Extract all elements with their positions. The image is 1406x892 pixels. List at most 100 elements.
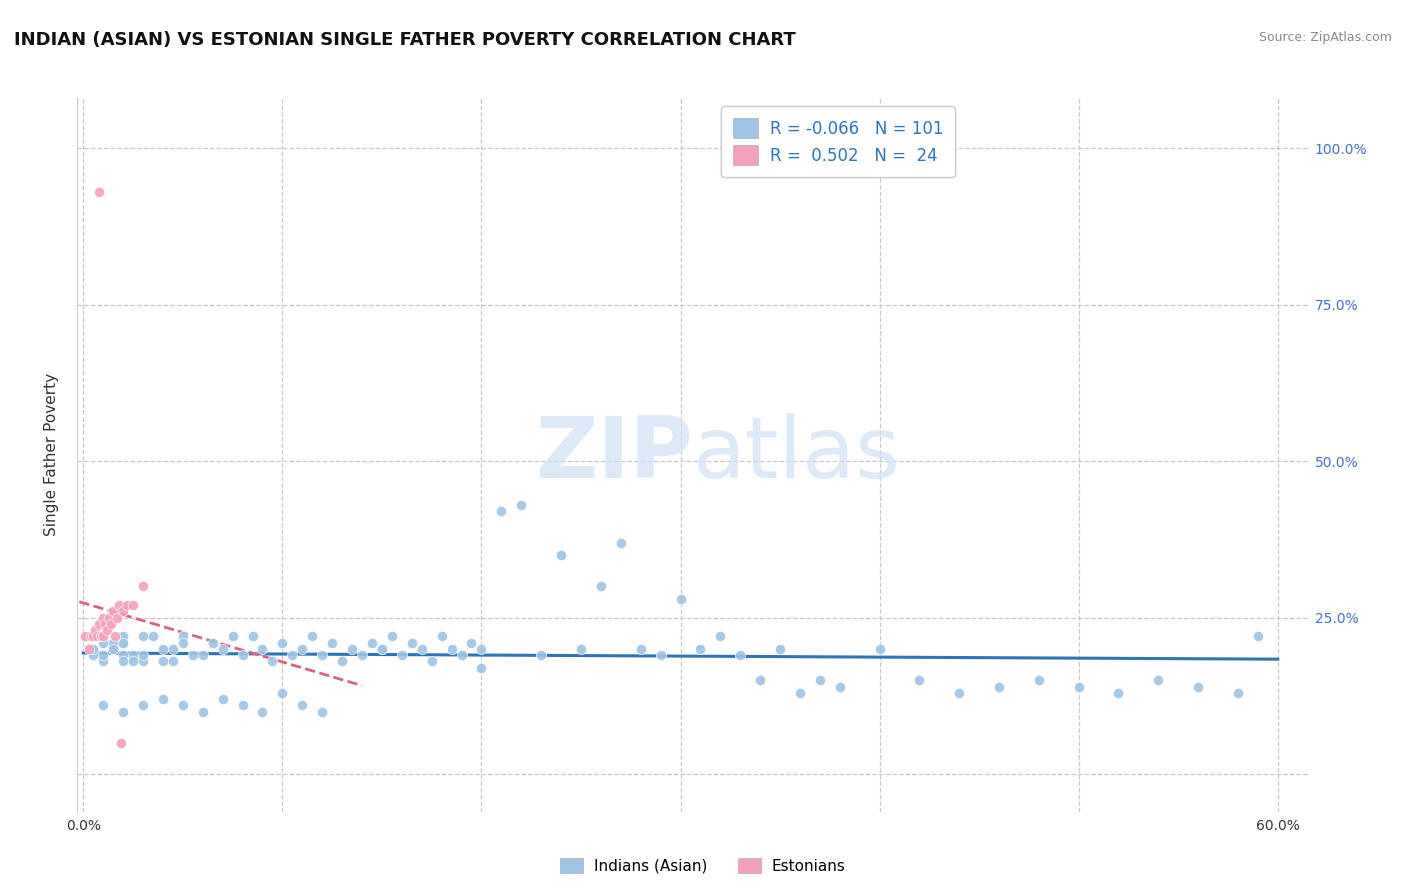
Point — [110, 736, 132, 750]
Point — [430, 630, 453, 644]
Text: Source: ZipAtlas.com: Source: ZipAtlas.com — [1258, 31, 1392, 45]
Point — [191, 705, 214, 719]
Point — [105, 610, 128, 624]
Point — [112, 630, 135, 644]
Point — [101, 604, 124, 618]
Point — [172, 636, 194, 650]
Point — [152, 655, 174, 669]
Point — [361, 636, 384, 650]
Point — [689, 642, 711, 657]
Point — [108, 598, 131, 612]
Point — [172, 698, 194, 713]
Point — [728, 648, 751, 663]
Point — [232, 648, 254, 663]
Point — [152, 642, 174, 657]
Text: ZIP: ZIP — [534, 413, 693, 497]
Point — [749, 673, 772, 688]
Point — [89, 616, 111, 631]
Point — [340, 642, 363, 657]
Point — [112, 604, 135, 618]
Point — [242, 630, 264, 644]
Y-axis label: Single Father Poverty: Single Father Poverty — [44, 374, 59, 536]
Point — [122, 598, 145, 612]
Point — [101, 642, 124, 657]
Point — [91, 636, 114, 650]
Point — [91, 698, 114, 713]
Point — [262, 655, 284, 669]
Point — [630, 642, 652, 657]
Point — [510, 498, 533, 512]
Point — [91, 648, 114, 663]
Point — [132, 630, 155, 644]
Point — [82, 648, 104, 663]
Point — [82, 630, 104, 644]
Point — [112, 705, 135, 719]
Point — [75, 630, 97, 644]
Point — [808, 673, 831, 688]
Point — [988, 680, 1011, 694]
Point — [460, 636, 482, 650]
Point — [252, 705, 274, 719]
Point — [91, 630, 114, 644]
Point — [1247, 630, 1270, 644]
Point — [1067, 680, 1090, 694]
Point — [82, 642, 104, 657]
Point — [271, 686, 294, 700]
Point — [411, 642, 433, 657]
Point — [1107, 686, 1129, 700]
Point — [828, 680, 851, 694]
Point — [948, 686, 970, 700]
Point — [191, 648, 214, 663]
Point — [391, 648, 413, 663]
Point — [381, 630, 404, 644]
Point — [112, 655, 135, 669]
Point — [100, 616, 122, 631]
Point — [569, 642, 592, 657]
Point — [201, 636, 224, 650]
Point — [112, 636, 135, 650]
Point — [132, 698, 155, 713]
Point — [291, 642, 314, 657]
Point — [91, 655, 114, 669]
Point — [589, 579, 612, 593]
Point — [709, 630, 731, 644]
Point — [112, 636, 135, 650]
Text: atlas: atlas — [693, 413, 900, 497]
Point — [401, 636, 423, 650]
Point — [1147, 673, 1170, 688]
Point — [311, 705, 333, 719]
Point — [211, 692, 233, 706]
Point — [669, 591, 692, 606]
Point — [869, 642, 891, 657]
Point — [91, 630, 114, 644]
Point — [321, 636, 343, 650]
Legend: Indians (Asian), Estonians: Indians (Asian), Estonians — [554, 852, 852, 880]
Point — [371, 642, 394, 657]
Point — [530, 648, 553, 663]
Point — [769, 642, 792, 657]
Point — [420, 655, 443, 669]
Point — [181, 648, 204, 663]
Point — [271, 636, 294, 650]
Point — [115, 598, 138, 612]
Point — [91, 610, 114, 624]
Point — [89, 185, 111, 199]
Point — [132, 648, 155, 663]
Point — [470, 661, 492, 675]
Point — [162, 642, 184, 657]
Point — [232, 698, 254, 713]
Point — [172, 630, 194, 644]
Point — [450, 648, 472, 663]
Point — [132, 579, 155, 593]
Point — [491, 504, 513, 518]
Point — [142, 630, 165, 644]
Point — [650, 648, 672, 663]
Point — [90, 630, 112, 644]
Point — [162, 655, 184, 669]
Point — [101, 636, 124, 650]
Point — [122, 648, 145, 663]
Point — [84, 623, 107, 637]
Point — [252, 642, 274, 657]
Point — [789, 686, 811, 700]
Point — [152, 692, 174, 706]
